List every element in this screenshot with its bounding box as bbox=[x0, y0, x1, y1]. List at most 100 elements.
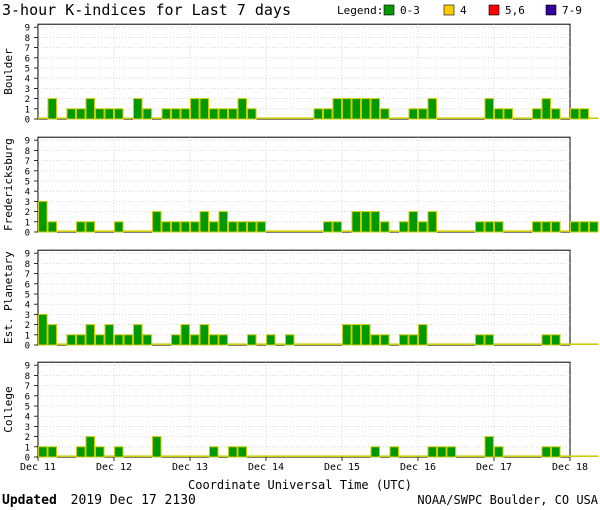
k-index-bar bbox=[237, 221, 247, 233]
k-index-bar bbox=[114, 334, 124, 346]
k-index-bar bbox=[475, 221, 485, 233]
k-index-bar bbox=[408, 334, 418, 346]
k-index-bar bbox=[503, 108, 513, 120]
y-tick-label: 9 bbox=[25, 24, 30, 34]
x-tick-label: Dec 12 bbox=[96, 462, 132, 473]
series-label-est-planetary: Est. Planetary bbox=[2, 251, 15, 344]
k-index-bar bbox=[399, 334, 409, 346]
k-index-bar bbox=[171, 221, 181, 233]
y-tick-label: 8 bbox=[25, 260, 30, 270]
k-index-bar bbox=[370, 334, 380, 346]
legend-swatch-0-3 bbox=[383, 4, 395, 16]
k-index-bar bbox=[76, 446, 86, 458]
k-index-bar bbox=[123, 334, 133, 346]
k-index-bar bbox=[579, 221, 589, 233]
x-tick-label: Dec 11 bbox=[20, 462, 56, 473]
k-index-bar bbox=[228, 221, 238, 233]
k-index-bar bbox=[85, 221, 95, 233]
y-tick-label: 0 bbox=[25, 454, 30, 464]
series-label-college: College bbox=[2, 386, 15, 432]
k-index-bar bbox=[180, 221, 190, 233]
footer-updated-label: Updated bbox=[2, 493, 57, 508]
k-index-bar bbox=[95, 334, 105, 346]
k-index-bar bbox=[180, 324, 190, 346]
k-index-bar bbox=[427, 446, 437, 458]
k-index-bar bbox=[209, 221, 219, 233]
k-index-bar bbox=[218, 334, 228, 346]
k-index-bar bbox=[190, 221, 200, 233]
k-index-bar bbox=[171, 108, 181, 120]
k-index-bar bbox=[589, 221, 599, 233]
y-tick-label: 6 bbox=[25, 280, 30, 290]
chart-title: 3-hour K-indices for Last 7 days bbox=[2, 1, 291, 19]
k-index-bar bbox=[313, 108, 323, 120]
y-tick-label: 7 bbox=[25, 270, 30, 280]
y-tick-label: 8 bbox=[25, 372, 30, 382]
y-tick-label: 8 bbox=[25, 34, 30, 44]
k-index-bar bbox=[171, 334, 181, 346]
k-index-bar bbox=[370, 98, 380, 120]
k-index-bar bbox=[247, 334, 257, 346]
k-index-bar bbox=[152, 436, 162, 458]
y-tick-label: 1 bbox=[25, 105, 30, 115]
k-index-bar bbox=[47, 98, 57, 120]
k-index-bar bbox=[361, 211, 371, 233]
k-index-bar bbox=[114, 446, 124, 458]
k-index-bar bbox=[541, 221, 551, 233]
k-index-bar bbox=[209, 334, 219, 346]
k-index-bar bbox=[323, 221, 333, 233]
k-index-bar bbox=[190, 334, 200, 346]
y-tick-label: 2 bbox=[25, 433, 30, 443]
y-tick-label: 0 bbox=[25, 229, 30, 239]
k-index-bar bbox=[551, 108, 561, 120]
k-index-bar bbox=[142, 334, 152, 346]
y-tick-label: 1 bbox=[25, 331, 30, 341]
k-index-bar bbox=[532, 221, 542, 233]
k-index-bar bbox=[418, 108, 428, 120]
x-tick-label: Dec 17 bbox=[476, 462, 512, 473]
k-index-bar bbox=[114, 108, 124, 120]
k-index-bar bbox=[484, 98, 494, 120]
k-index-bar bbox=[370, 211, 380, 233]
y-tick-label: 4 bbox=[25, 301, 30, 311]
k-index-bar bbox=[85, 324, 95, 346]
k-index-bar bbox=[152, 211, 162, 233]
panel-frame bbox=[37, 136, 571, 233]
y-tick-label: 4 bbox=[25, 413, 30, 423]
legend-item-7-9: 7-9 bbox=[562, 4, 582, 17]
y-tick-label: 1 bbox=[25, 218, 30, 228]
y-tick-label: 2 bbox=[25, 321, 30, 331]
x-tick-label: Dec 14 bbox=[248, 462, 284, 473]
k-index-bar bbox=[551, 221, 561, 233]
panel-frame bbox=[37, 23, 571, 120]
y-tick-label: 6 bbox=[25, 167, 30, 177]
y-tick-label: 9 bbox=[25, 250, 30, 260]
k-index-bar bbox=[332, 98, 342, 120]
legend-item-5-6: 5,6 bbox=[505, 4, 525, 17]
k-index-bar bbox=[570, 108, 580, 120]
y-tick-label: 9 bbox=[25, 137, 30, 147]
y-tick-label: 5 bbox=[25, 403, 30, 413]
k-index-bar bbox=[38, 313, 48, 346]
k-index-bar bbox=[475, 334, 485, 346]
y-tick-label: 0 bbox=[25, 342, 30, 352]
k-index-bar bbox=[190, 98, 200, 120]
k-index-bar bbox=[247, 221, 257, 233]
k-index-bar bbox=[418, 221, 428, 233]
k-index-bar bbox=[579, 108, 589, 120]
x-tick-label: Dec 15 bbox=[324, 462, 360, 473]
k-index-bar bbox=[361, 98, 371, 120]
x-tick-label: Dec 16 bbox=[400, 462, 436, 473]
k-index-bar bbox=[161, 108, 171, 120]
k-index-bar bbox=[408, 211, 418, 233]
k-index-bar bbox=[237, 98, 247, 120]
k-index-bar bbox=[47, 324, 57, 346]
k-index-bar bbox=[38, 200, 48, 233]
k-index-bar bbox=[133, 324, 143, 346]
k-index-bar bbox=[104, 324, 114, 346]
k-index-bar bbox=[199, 211, 209, 233]
legend-item-4: 4 bbox=[460, 4, 467, 17]
k-index-bar bbox=[199, 324, 209, 346]
